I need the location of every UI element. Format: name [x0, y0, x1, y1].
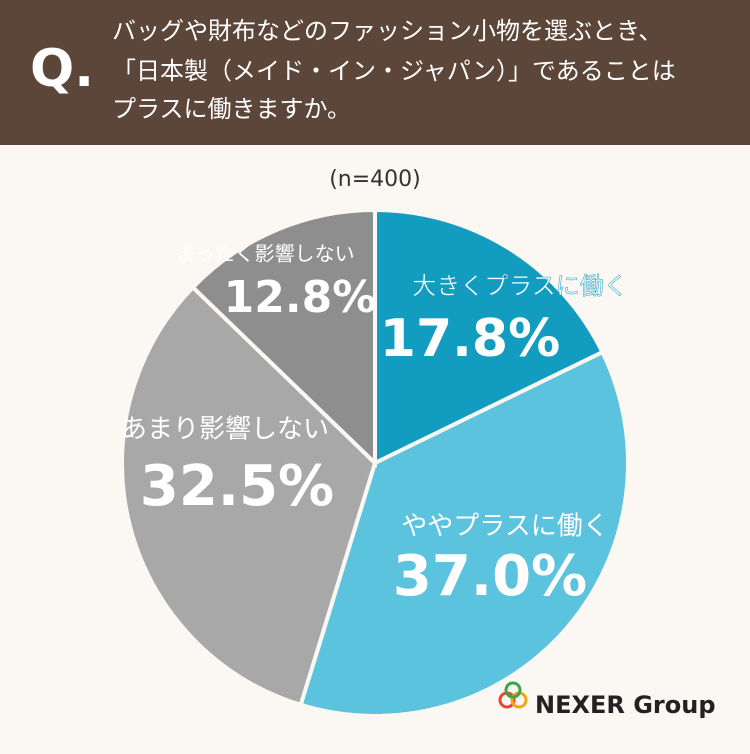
- pie-slice: [190, 207, 377, 468]
- pie-slice: [120, 284, 378, 708]
- header-band: [0, 0, 750, 145]
- value-label: 32.5%: [140, 454, 334, 519]
- value-label: 37.0%: [393, 544, 587, 609]
- logo-text: NEXER Group: [535, 691, 716, 719]
- question-mark: Q.: [30, 39, 94, 99]
- question-line: 「日本製（メイド・イン・ジャパン）」であることは: [112, 57, 676, 85]
- value-label: 12.8%: [224, 272, 377, 323]
- slice-label: ややプラスに働く: [401, 512, 608, 542]
- pie-slice: [373, 207, 606, 467]
- slice-label: まったく影響しない: [175, 242, 354, 266]
- slice-label: 大きくプラスに働く: [412, 272, 628, 300]
- question-line: バッグや財布などのファッション小物を選ぶとき、: [112, 17, 662, 45]
- pie-slice: [298, 349, 630, 718]
- value-label: 17.8%: [380, 309, 560, 369]
- logo-ring: [504, 681, 522, 699]
- question-line: プラスに働きますか。: [112, 95, 351, 123]
- logo: NEXER Group: [498, 681, 716, 719]
- subtitle: (n=400): [329, 167, 421, 192]
- slice-label: あまり影響しない: [121, 415, 329, 445]
